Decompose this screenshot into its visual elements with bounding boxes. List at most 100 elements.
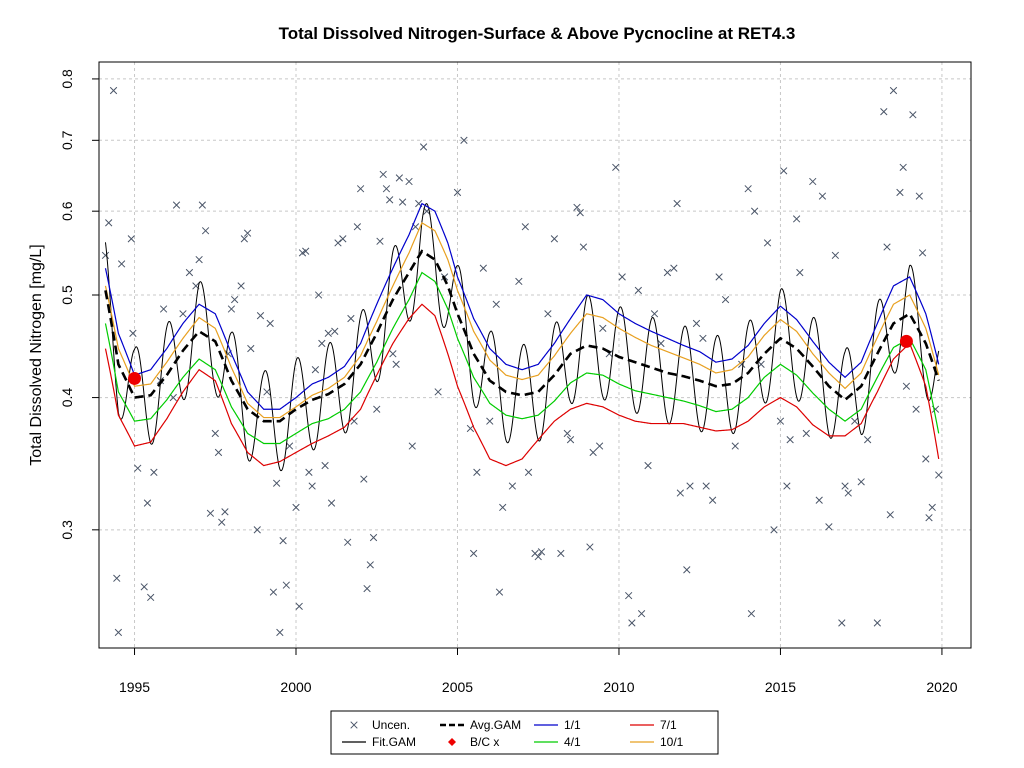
uncensored-point xyxy=(356,185,365,193)
legend-label: B/C x xyxy=(470,735,499,749)
uncensored-point xyxy=(373,405,381,413)
uncensored-point xyxy=(851,417,859,425)
uncensored-point xyxy=(909,111,917,119)
uncensored-point xyxy=(318,339,326,348)
legend-label: Avg.GAM xyxy=(470,718,521,732)
uncensored-point xyxy=(508,482,517,490)
uncensored-point xyxy=(179,310,187,318)
uncensored-point xyxy=(221,508,229,516)
uncensored-point xyxy=(928,503,936,512)
uncensored-point xyxy=(473,468,481,476)
uncensored-point xyxy=(263,388,271,396)
uncensored-point xyxy=(873,619,881,627)
uncensored-point xyxy=(889,86,898,95)
uncensored-point xyxy=(521,223,529,231)
uncensored-point xyxy=(466,424,475,433)
uncensored-point xyxy=(663,268,672,277)
uncensored-point xyxy=(792,215,801,223)
uncensored-point xyxy=(185,268,194,277)
uncensored-point xyxy=(143,499,152,507)
uncensored-point xyxy=(479,264,487,272)
uncensored-point xyxy=(113,574,121,582)
fit-gam-line xyxy=(104,203,940,472)
uncensored-point xyxy=(311,366,320,374)
uncensored-point xyxy=(360,475,368,483)
x-tick-label: 2020 xyxy=(926,679,957,695)
uncensored-points xyxy=(101,86,943,637)
uncensored-point xyxy=(699,334,707,343)
y-tick-label: 0.4 xyxy=(59,388,75,408)
legend-label: 7/1 xyxy=(660,718,677,732)
uncensored-point xyxy=(863,436,872,444)
uncensored-point xyxy=(201,227,210,235)
uncensored-point xyxy=(589,448,597,457)
uncensored-point xyxy=(129,329,137,337)
uncensored-point xyxy=(599,324,607,333)
y-tick-label: 0.6 xyxy=(59,201,75,221)
uncensored-point xyxy=(537,548,546,556)
uncensored-point xyxy=(101,251,110,260)
uncensored-point xyxy=(395,174,404,182)
uncensored-point xyxy=(676,489,684,497)
uncensored-point xyxy=(886,511,894,519)
uncensored-point xyxy=(586,543,594,551)
uncensored-point xyxy=(825,523,833,531)
uncensored-point xyxy=(363,584,371,593)
uncensored-point xyxy=(776,417,785,425)
x-axis: 1995 2000 2005 2010 2015 2020 xyxy=(119,647,958,695)
legend-item-avg: Avg.GAM xyxy=(440,718,521,732)
series-lines xyxy=(104,202,940,467)
uncensored-point xyxy=(279,537,287,545)
uncensored-point xyxy=(786,436,794,444)
uncensored-point xyxy=(419,143,428,151)
uncensored-point xyxy=(747,609,756,618)
uncensored-point xyxy=(214,448,223,457)
legend-item-bc: B/C x xyxy=(448,735,499,749)
uncensored-point xyxy=(134,464,142,472)
uncensored-point xyxy=(515,277,523,286)
uncensored-point xyxy=(460,136,468,144)
legend-label: Fit.GAM xyxy=(372,735,416,749)
uncensored-point xyxy=(844,489,852,497)
uncensored-point xyxy=(902,382,911,390)
bc-point xyxy=(128,371,142,385)
uncensored-point xyxy=(127,235,135,243)
uncensored-point xyxy=(140,583,148,591)
legend-item-ten_one: 10/1 xyxy=(630,735,684,749)
y-axis-label: Total Dissolved Nitrogen [mg/L] xyxy=(28,244,45,465)
uncensored-point xyxy=(240,235,248,243)
uncensored-point xyxy=(243,229,252,237)
uncensored-point xyxy=(831,251,840,260)
uncensored-point xyxy=(670,264,678,272)
uncensored-point xyxy=(150,468,158,476)
uncensored-point xyxy=(780,167,788,175)
uncensored-point xyxy=(405,177,413,186)
uncensored-point xyxy=(618,273,626,281)
uncensored-point xyxy=(524,468,533,476)
uncensored-point xyxy=(382,185,391,193)
uncensored-point xyxy=(379,170,387,179)
uncensored-point xyxy=(334,239,342,247)
uncensored-point xyxy=(702,482,710,490)
uncensored-point xyxy=(499,503,507,512)
uncensored-point xyxy=(105,219,113,227)
uncensored-point xyxy=(308,482,316,490)
y-tick-label: 0.3 xyxy=(59,520,75,540)
legend-symbol xyxy=(448,738,456,746)
uncensored-point xyxy=(198,201,207,209)
uncensored-point xyxy=(566,436,575,444)
uncensored-point xyxy=(744,185,752,193)
uncensored-point xyxy=(818,192,827,200)
uncensored-point xyxy=(195,255,203,264)
uncensored-point xyxy=(708,496,717,504)
uncensored-point xyxy=(579,243,588,251)
uncensored-point xyxy=(253,526,261,534)
uncensored-point xyxy=(218,518,226,526)
uncensored-point xyxy=(266,319,274,328)
uncensored-point xyxy=(366,561,374,569)
uncensored-point xyxy=(544,310,552,318)
legend: Uncen. Avg.GAM 1/1 7/1 Fit.GAM B/C x 4/1 10/1 xyxy=(330,710,719,755)
uncensored-point xyxy=(796,268,804,277)
uncensored-point xyxy=(918,249,927,257)
